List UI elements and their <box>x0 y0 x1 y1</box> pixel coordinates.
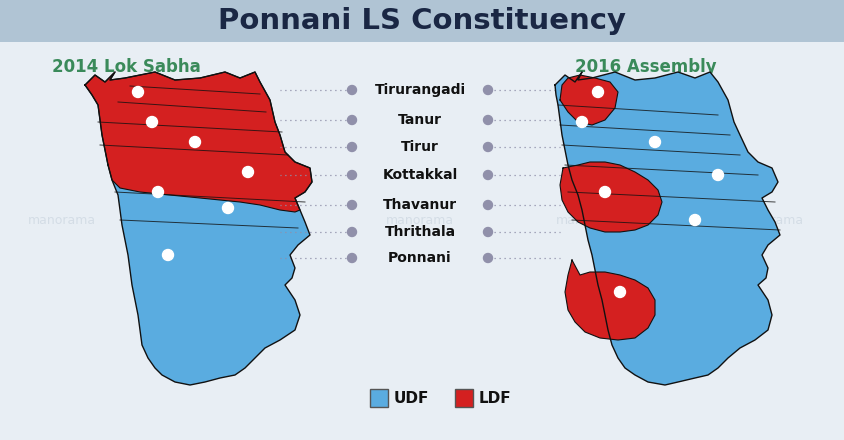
Circle shape <box>347 143 356 151</box>
Polygon shape <box>85 72 311 385</box>
Text: Thavanur: Thavanur <box>382 198 457 212</box>
Text: Tanur: Tanur <box>398 113 441 127</box>
Text: UDF: UDF <box>393 391 429 406</box>
Circle shape <box>347 227 356 237</box>
Polygon shape <box>555 72 779 385</box>
Circle shape <box>598 187 609 198</box>
Circle shape <box>152 187 163 198</box>
Circle shape <box>711 169 722 180</box>
Circle shape <box>347 171 356 180</box>
Bar <box>454 389 473 407</box>
Polygon shape <box>560 162 661 232</box>
Circle shape <box>146 117 157 128</box>
Circle shape <box>649 136 660 147</box>
Circle shape <box>222 202 233 213</box>
Text: Ponnani LS Constituency: Ponnani LS Constituency <box>218 7 625 35</box>
Text: 2016 Assembly: 2016 Assembly <box>574 58 716 76</box>
Circle shape <box>483 171 492 180</box>
Text: manorama: manorama <box>196 213 264 227</box>
Text: manorama: manorama <box>386 213 453 227</box>
Circle shape <box>347 201 356 209</box>
Circle shape <box>614 286 625 297</box>
Circle shape <box>133 87 143 98</box>
Circle shape <box>483 85 492 95</box>
Circle shape <box>483 201 492 209</box>
Circle shape <box>162 249 173 260</box>
Text: manorama: manorama <box>735 213 803 227</box>
Polygon shape <box>565 260 654 340</box>
Circle shape <box>483 227 492 237</box>
Circle shape <box>483 116 492 125</box>
Polygon shape <box>560 75 617 125</box>
Text: Ponnani: Ponnani <box>387 251 452 265</box>
Text: Tirurangadi: Tirurangadi <box>374 83 465 97</box>
Circle shape <box>592 87 603 98</box>
Bar <box>370 389 387 407</box>
Text: Thrithala: Thrithala <box>384 225 455 239</box>
Text: Tirur: Tirur <box>401 140 438 154</box>
Circle shape <box>483 143 492 151</box>
Text: manorama: manorama <box>28 213 96 227</box>
Text: manorama: manorama <box>555 213 624 227</box>
Circle shape <box>689 215 700 225</box>
Circle shape <box>242 166 253 177</box>
Bar <box>0 0 844 42</box>
Circle shape <box>483 253 492 263</box>
Text: LDF: LDF <box>479 391 511 406</box>
Circle shape <box>347 116 356 125</box>
Text: Kottakkal: Kottakkal <box>382 168 457 182</box>
Circle shape <box>347 85 356 95</box>
Polygon shape <box>85 72 311 212</box>
Circle shape <box>576 117 587 128</box>
Text: 2014 Lok Sabha: 2014 Lok Sabha <box>52 58 201 76</box>
Circle shape <box>189 136 200 147</box>
Circle shape <box>347 253 356 263</box>
